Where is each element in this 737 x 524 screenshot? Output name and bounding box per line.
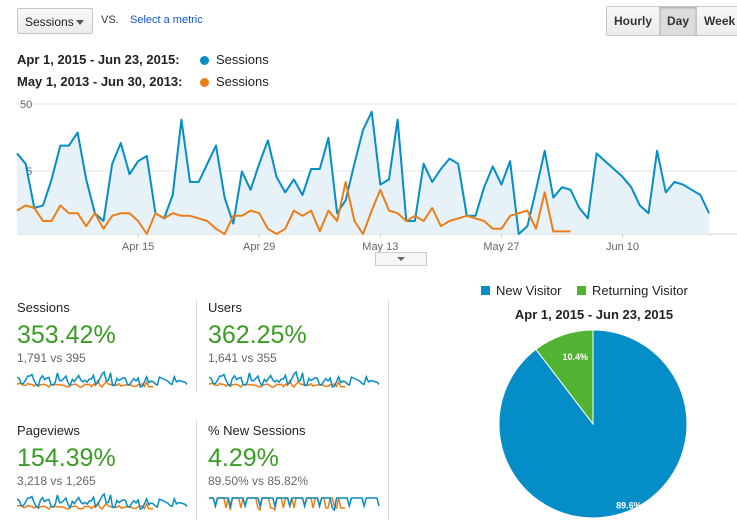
x-tick-label: Jun 10 [606, 241, 639, 252]
scorecard-comparison: 89.50% vs 85.82% [208, 474, 309, 488]
scorecard-percent: 353.42% [17, 321, 116, 349]
scorecard-new-sessions[interactable]: % New Sessions 4.29% 89.50% vs 85.82% [208, 423, 380, 518]
scorecard-comparison: 3,218 vs 1,265 [17, 474, 96, 488]
scorecard-percent: 154.39% [17, 444, 116, 472]
x-tick-label: Apr 15 [122, 241, 154, 252]
legend-swatch-icon [481, 286, 490, 295]
hourly-button[interactable]: Hourly [607, 7, 661, 35]
series-line-current [16, 110, 710, 235]
chevron-down-icon [76, 20, 84, 25]
scorecard-comparison: 1,791 vs 395 [17, 351, 86, 365]
y-tick-label: 50 [20, 99, 32, 111]
sparkline-series [17, 378, 153, 389]
pie-legend-label: New Visitor [496, 283, 562, 298]
legend-range-previous: May 1, 2013 - Jun 30, 2013: [17, 74, 183, 89]
sparkline-series [209, 378, 345, 389]
new-sessions-sparkline [209, 497, 380, 512]
divider [388, 300, 389, 520]
pie-legend-label: Returning Visitor [592, 283, 688, 298]
scorecard-percent: 362.25% [208, 321, 307, 349]
pie-legend-new: New Visitor [481, 283, 591, 299]
series-line-previous [16, 181, 571, 235]
week-button[interactable]: Week [697, 7, 737, 35]
series-layer [16, 110, 710, 235]
pageviews-sparkline [17, 492, 188, 511]
sessions-sparkline [17, 370, 188, 389]
sparkline-series [209, 370, 380, 389]
legend-dot-icon [200, 56, 209, 65]
scorecard-title: Sessions [17, 300, 70, 315]
pie-slice-label: 10.4% [563, 352, 589, 362]
divider [196, 300, 197, 392]
legend-row-current: Apr 1, 2015 - Jun 23, 2015: Sessions [17, 52, 317, 70]
series-area [17, 111, 709, 234]
scorecard-sessions[interactable]: Sessions 353.42% 1,791 vs 395 [17, 300, 187, 395]
visitor-type-pie-chart[interactable]: 10.4% 89.6% [493, 325, 693, 524]
legend-series-current: Sessions [216, 52, 269, 67]
pie-legend-returning: Returning Visitor [577, 283, 707, 299]
sparkline-series [17, 492, 188, 511]
legend-range-current: Apr 1, 2015 - Jun 23, 2015: [17, 52, 180, 67]
users-sparkline [209, 370, 380, 389]
pie-title: Apr 1, 2015 - Jun 23, 2015 [514, 307, 674, 322]
scorecard-title: Users [208, 300, 242, 315]
x-tick-layer: Apr 15 Apr 29 May 13 May 27 Jun 10 [122, 234, 639, 252]
scorecard-comparison: 1,641 vs 355 [208, 351, 277, 365]
sparkline-series [17, 500, 153, 511]
time-granularity-buttons: Hourly Day Week [606, 6, 737, 36]
pie-slice-label: 89.6% [616, 501, 642, 511]
x-tick-label: May 27 [483, 241, 519, 252]
vs-label: VS. [101, 14, 119, 26]
scorecard-title: % New Sessions [208, 423, 306, 438]
scorecard-percent: 4.29% [208, 444, 279, 472]
x-tick-label: May 13 [362, 241, 398, 252]
day-button[interactable]: Day [660, 7, 698, 35]
pie-slice [498, 329, 688, 519]
sparkline-series [17, 370, 188, 389]
metric-dropdown[interactable]: Sessions [17, 8, 93, 34]
legend-dot-icon [200, 78, 209, 87]
collapse-chart-button[interactable] [375, 252, 427, 266]
sparkline-series [209, 497, 380, 512]
metric-dropdown-label: Sessions [25, 15, 74, 29]
select-metric-link[interactable]: Select a metric [130, 14, 203, 26]
x-tick-label: Apr 29 [243, 241, 275, 252]
legend-swatch-icon [577, 286, 586, 295]
scorecard-pageviews[interactable]: Pageviews 154.39% 3,218 vs 1,265 [17, 423, 187, 518]
legend-series-previous: Sessions [216, 74, 269, 89]
scorecard-title: Pageviews [17, 423, 80, 438]
legend-row-previous: May 1, 2013 - Jun 30, 2013: Sessions [17, 74, 317, 92]
divider [196, 420, 197, 520]
scorecard-users[interactable]: Users 362.25% 1,641 vs 355 [208, 300, 380, 395]
chevron-down-icon [397, 257, 405, 261]
